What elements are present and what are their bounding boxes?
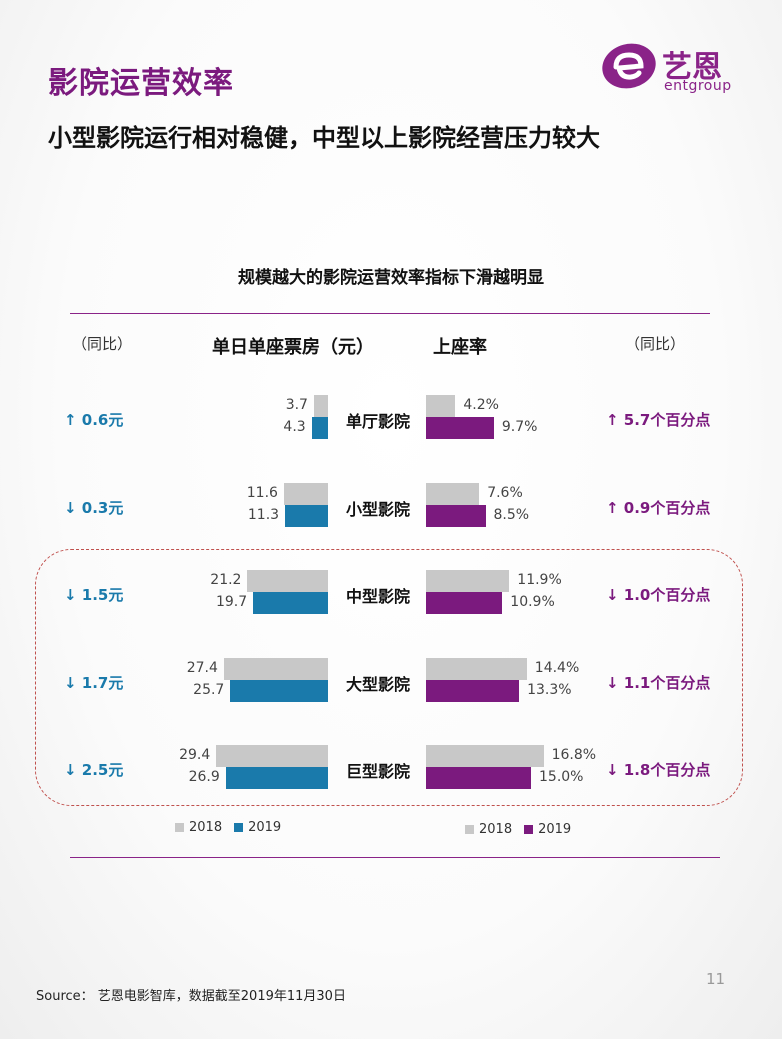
right-bar-2018 [426, 395, 456, 417]
legend-label-2018: 2018 [189, 820, 223, 835]
right-yoy-change: ↑ 5.7个百分点 [606, 411, 711, 429]
right-bar-2019 [426, 504, 486, 527]
right-bar-2018 [426, 570, 510, 592]
left-bar-2019 [230, 679, 328, 702]
logo-mark-icon [602, 43, 656, 89]
legend-label-2018: 2018 [479, 822, 513, 837]
page-subtitle: 小型影院运行相对稳健，中型以上影院经营压力较大 [48, 124, 600, 152]
left-yoy-change: ↑ 0.6元 [64, 411, 124, 429]
left-value-label-2019: 19.7 [215, 594, 248, 610]
right-bar-2019 [426, 417, 494, 439]
right-value-label-2019: 10.9% [510, 594, 555, 610]
right-value-label-2018: 16.8% [551, 747, 597, 763]
left-value-label-2018: 29.4 [179, 747, 211, 763]
chart-title: 规模越大的影院运营效率指标下滑越明显 [238, 268, 544, 288]
left-bar-2019 [311, 417, 328, 439]
left-bar-2018 [216, 745, 328, 767]
right-bar-2019 [426, 679, 520, 702]
left-yoy-change: ↓ 1.7元 [64, 673, 124, 692]
top-divider [70, 313, 710, 314]
right-bar-2019 [426, 767, 531, 789]
right-yoy-change: ↓ 1.8个百分点 [606, 761, 711, 779]
legend-label-2019: 2019 [248, 820, 282, 835]
right-yoy-change: ↓ 1.0个百分点 [606, 586, 711, 604]
right-value-label-2019: 8.5% [493, 506, 530, 523]
category-label: 小型影院 [345, 499, 410, 519]
logo-text-en: entgroup [664, 78, 732, 94]
category-label: 巨型影院 [345, 762, 410, 781]
right-yoy-header: （同比） [625, 335, 686, 353]
right-bar-2018 [426, 745, 544, 767]
right-value-label-2019: 13.3% [527, 681, 572, 698]
category-label: 单厅影院 [345, 412, 410, 431]
category-label: 大型影院 [345, 674, 410, 694]
left-value-label-2018: 21.2 [210, 572, 242, 588]
left-value-label-2019: 25.7 [193, 681, 225, 698]
left-value-label-2019: 4.3 [283, 419, 306, 435]
right-value-label-2018: 14.4% [534, 659, 580, 676]
left-bar-2018 [247, 570, 328, 592]
right-legend: 2018 2019 [465, 822, 583, 837]
right-bar-2018 [426, 482, 480, 505]
entgroup-logo: 艺恩 entgroup [600, 40, 760, 100]
left-value-label-2018: 3.7 [285, 397, 308, 413]
right-panel-header: 上座率 [433, 337, 487, 358]
bottom-divider [70, 857, 720, 858]
left-bar-2019 [285, 504, 328, 527]
legend-swatch-2019 [234, 823, 244, 832]
left-yoy-change: ↓ 0.3元 [64, 498, 124, 517]
left-panel-header: 单日单座票房（元） [212, 337, 374, 358]
legend-swatch-2018 [465, 825, 474, 834]
legend-label-2019: 2019 [538, 822, 572, 837]
right-bar-2018 [426, 657, 527, 680]
left-value-label-2018: 27.4 [186, 659, 218, 676]
left-bar-2018 [283, 482, 328, 505]
left-bar-2018 [313, 395, 328, 417]
source-note: Source： 艺恩电影智库，数据截至2019年11月30日 [36, 989, 346, 1004]
page-title: 影院运营效率 [48, 66, 234, 101]
page-number: 11 [706, 970, 726, 988]
right-value-label-2018: 4.2% [463, 397, 499, 413]
left-value-label-2018: 11.6 [246, 484, 278, 501]
left-bar-2018 [223, 657, 328, 680]
category-label: 中型影院 [345, 587, 410, 606]
right-value-label-2019: 9.7% [501, 419, 538, 435]
left-bar-2019 [253, 592, 328, 614]
right-bar-2019 [426, 592, 503, 614]
right-value-label-2018: 11.9% [517, 572, 562, 588]
left-bar-2019 [225, 767, 328, 789]
right-yoy-change: ↓ 1.1个百分点 [606, 673, 711, 692]
left-value-label-2019: 26.9 [188, 769, 220, 785]
highlight-box [35, 549, 743, 806]
left-yoy-change: ↓ 2.5元 [64, 761, 124, 779]
legend-swatch-2019 [524, 825, 534, 834]
right-value-label-2018: 7.6% [487, 484, 523, 501]
legend-swatch-2018 [175, 823, 184, 832]
right-value-label-2019: 15.0% [539, 769, 584, 785]
logo-text-cn: 艺恩 [662, 50, 722, 85]
left-value-label-2019: 11.3 [247, 506, 280, 523]
left-yoy-header: （同比） [72, 335, 133, 353]
right-yoy-change: ↑ 0.9个百分点 [606, 498, 711, 517]
left-legend: 2018 2019 [175, 820, 293, 835]
left-yoy-change: ↓ 1.5元 [64, 586, 124, 604]
